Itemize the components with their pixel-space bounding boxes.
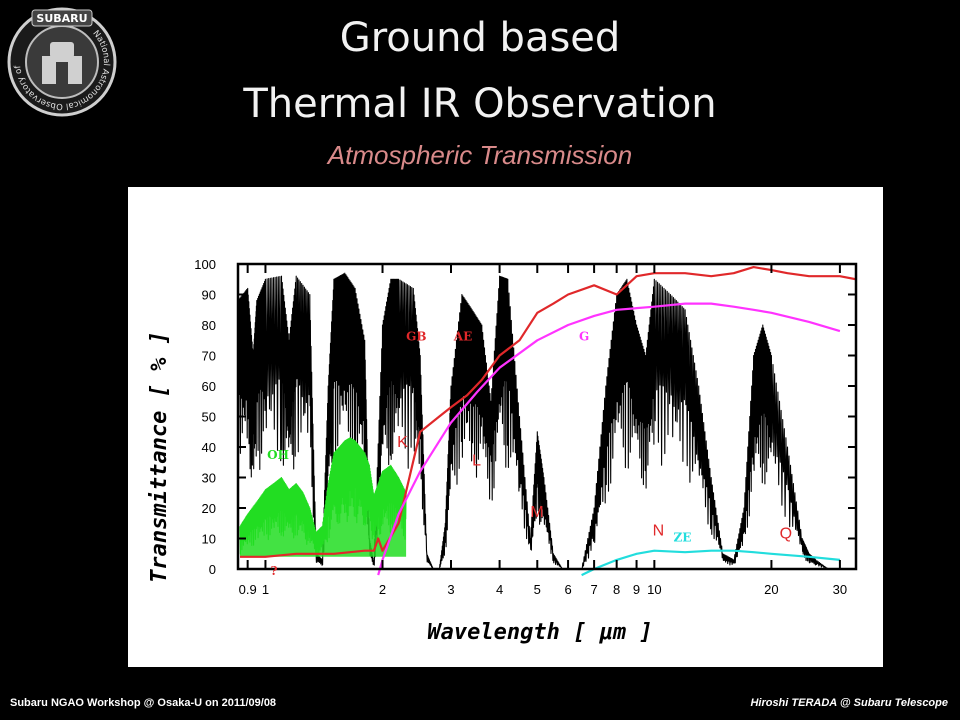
curve-label-0: OH: [267, 448, 289, 462]
band-label-l: L: [472, 452, 481, 469]
slide-subtitle: Atmospheric Transmission: [327, 140, 633, 170]
curve-label-4: ZE: [673, 531, 691, 545]
curve-label-5: ?: [270, 564, 277, 578]
series-0-line: [238, 272, 856, 570]
band-label-j: J: [299, 352, 307, 369]
y-tick-label: 0: [209, 562, 216, 577]
x-tick-label: 8: [613, 582, 620, 597]
band-label-z: z: [260, 333, 268, 350]
logo-top-text: SUBARU: [36, 12, 87, 25]
transmission-chart: 0 10 20 30 40 50 60 70 80 90 100 0.9 1 2 3 4 5 6 7 8 9 10 20 30…: [147, 257, 858, 645]
x-tick-label: 1: [262, 582, 269, 597]
slide-title-line-1: Ground based: [339, 15, 621, 61]
x-tick-label: 20: [764, 582, 778, 597]
y-tick-label: 50: [202, 410, 216, 425]
plot-area: [238, 266, 856, 577]
subaru-telescope-dome-seal-icon: [42, 42, 82, 84]
footer-right: Hiroshi TERADA @ Subaru Telescope: [750, 697, 948, 709]
x-tick-label: 7: [590, 582, 597, 597]
x-axis-label: Wavelength [ μm ]: [427, 620, 652, 645]
band-label-k: K: [397, 434, 408, 451]
band-label-q: Q: [780, 526, 792, 543]
curve-label-3: G: [579, 329, 589, 343]
chart-axes: 0 10 20 30 40 50 60 70 80 90 100 0.9 1 2 3 4 5 6 7 8 9 10 20 30…: [194, 257, 858, 597]
band-label-n: N: [653, 522, 665, 539]
series-2-line: [240, 266, 856, 558]
y-tick-label: 70: [202, 349, 216, 364]
x-tick-label: 9: [633, 582, 640, 597]
x-tick-label: 4: [496, 582, 503, 597]
x-tick-label: 10: [647, 582, 661, 597]
footer-left: Subaru NGAO Workshop @ Osaka-U on 2011/0…: [10, 697, 277, 709]
x-tick-label: 2: [379, 582, 386, 597]
y-tick-label: 100: [194, 257, 216, 272]
band-label-m: M: [530, 504, 543, 521]
x-tick-label: 0.9: [239, 582, 257, 597]
chart-panel: 0 10 20 30 40 50 60 70 80 90 100 0.9 1 2 3 4 5 6 7 8 9 10 20 30…: [128, 187, 883, 667]
y-tick-label: 10: [202, 532, 216, 547]
x-tick-label: 3: [447, 582, 454, 597]
y-tick-label: 30: [202, 471, 216, 486]
y-tick-label: 80: [202, 318, 216, 333]
curve-label-1: GB: [406, 329, 426, 343]
band-label-h: H: [345, 376, 357, 393]
y-tick-label: 20: [202, 501, 216, 516]
slide-title-line-2: Thermal IR Observation: [243, 81, 717, 127]
y-axis-label: Transmittance [ % ]: [147, 331, 172, 583]
curve-label-2: AE: [453, 329, 472, 343]
series-3-line: [377, 302, 841, 576]
y-tick-label: 90: [202, 288, 216, 303]
x-tick-label: 30: [833, 582, 847, 597]
y-tick-label: 60: [202, 379, 216, 394]
x-tick-label: 6: [564, 582, 571, 597]
series-1-line: [239, 437, 407, 555]
subaru-logo-seal: National Astronomical Observatory of Jap…: [6, 6, 117, 117]
series-4-line: [581, 549, 841, 577]
y-tick-label: 40: [202, 440, 216, 455]
x-tick-label: 5: [534, 582, 541, 597]
